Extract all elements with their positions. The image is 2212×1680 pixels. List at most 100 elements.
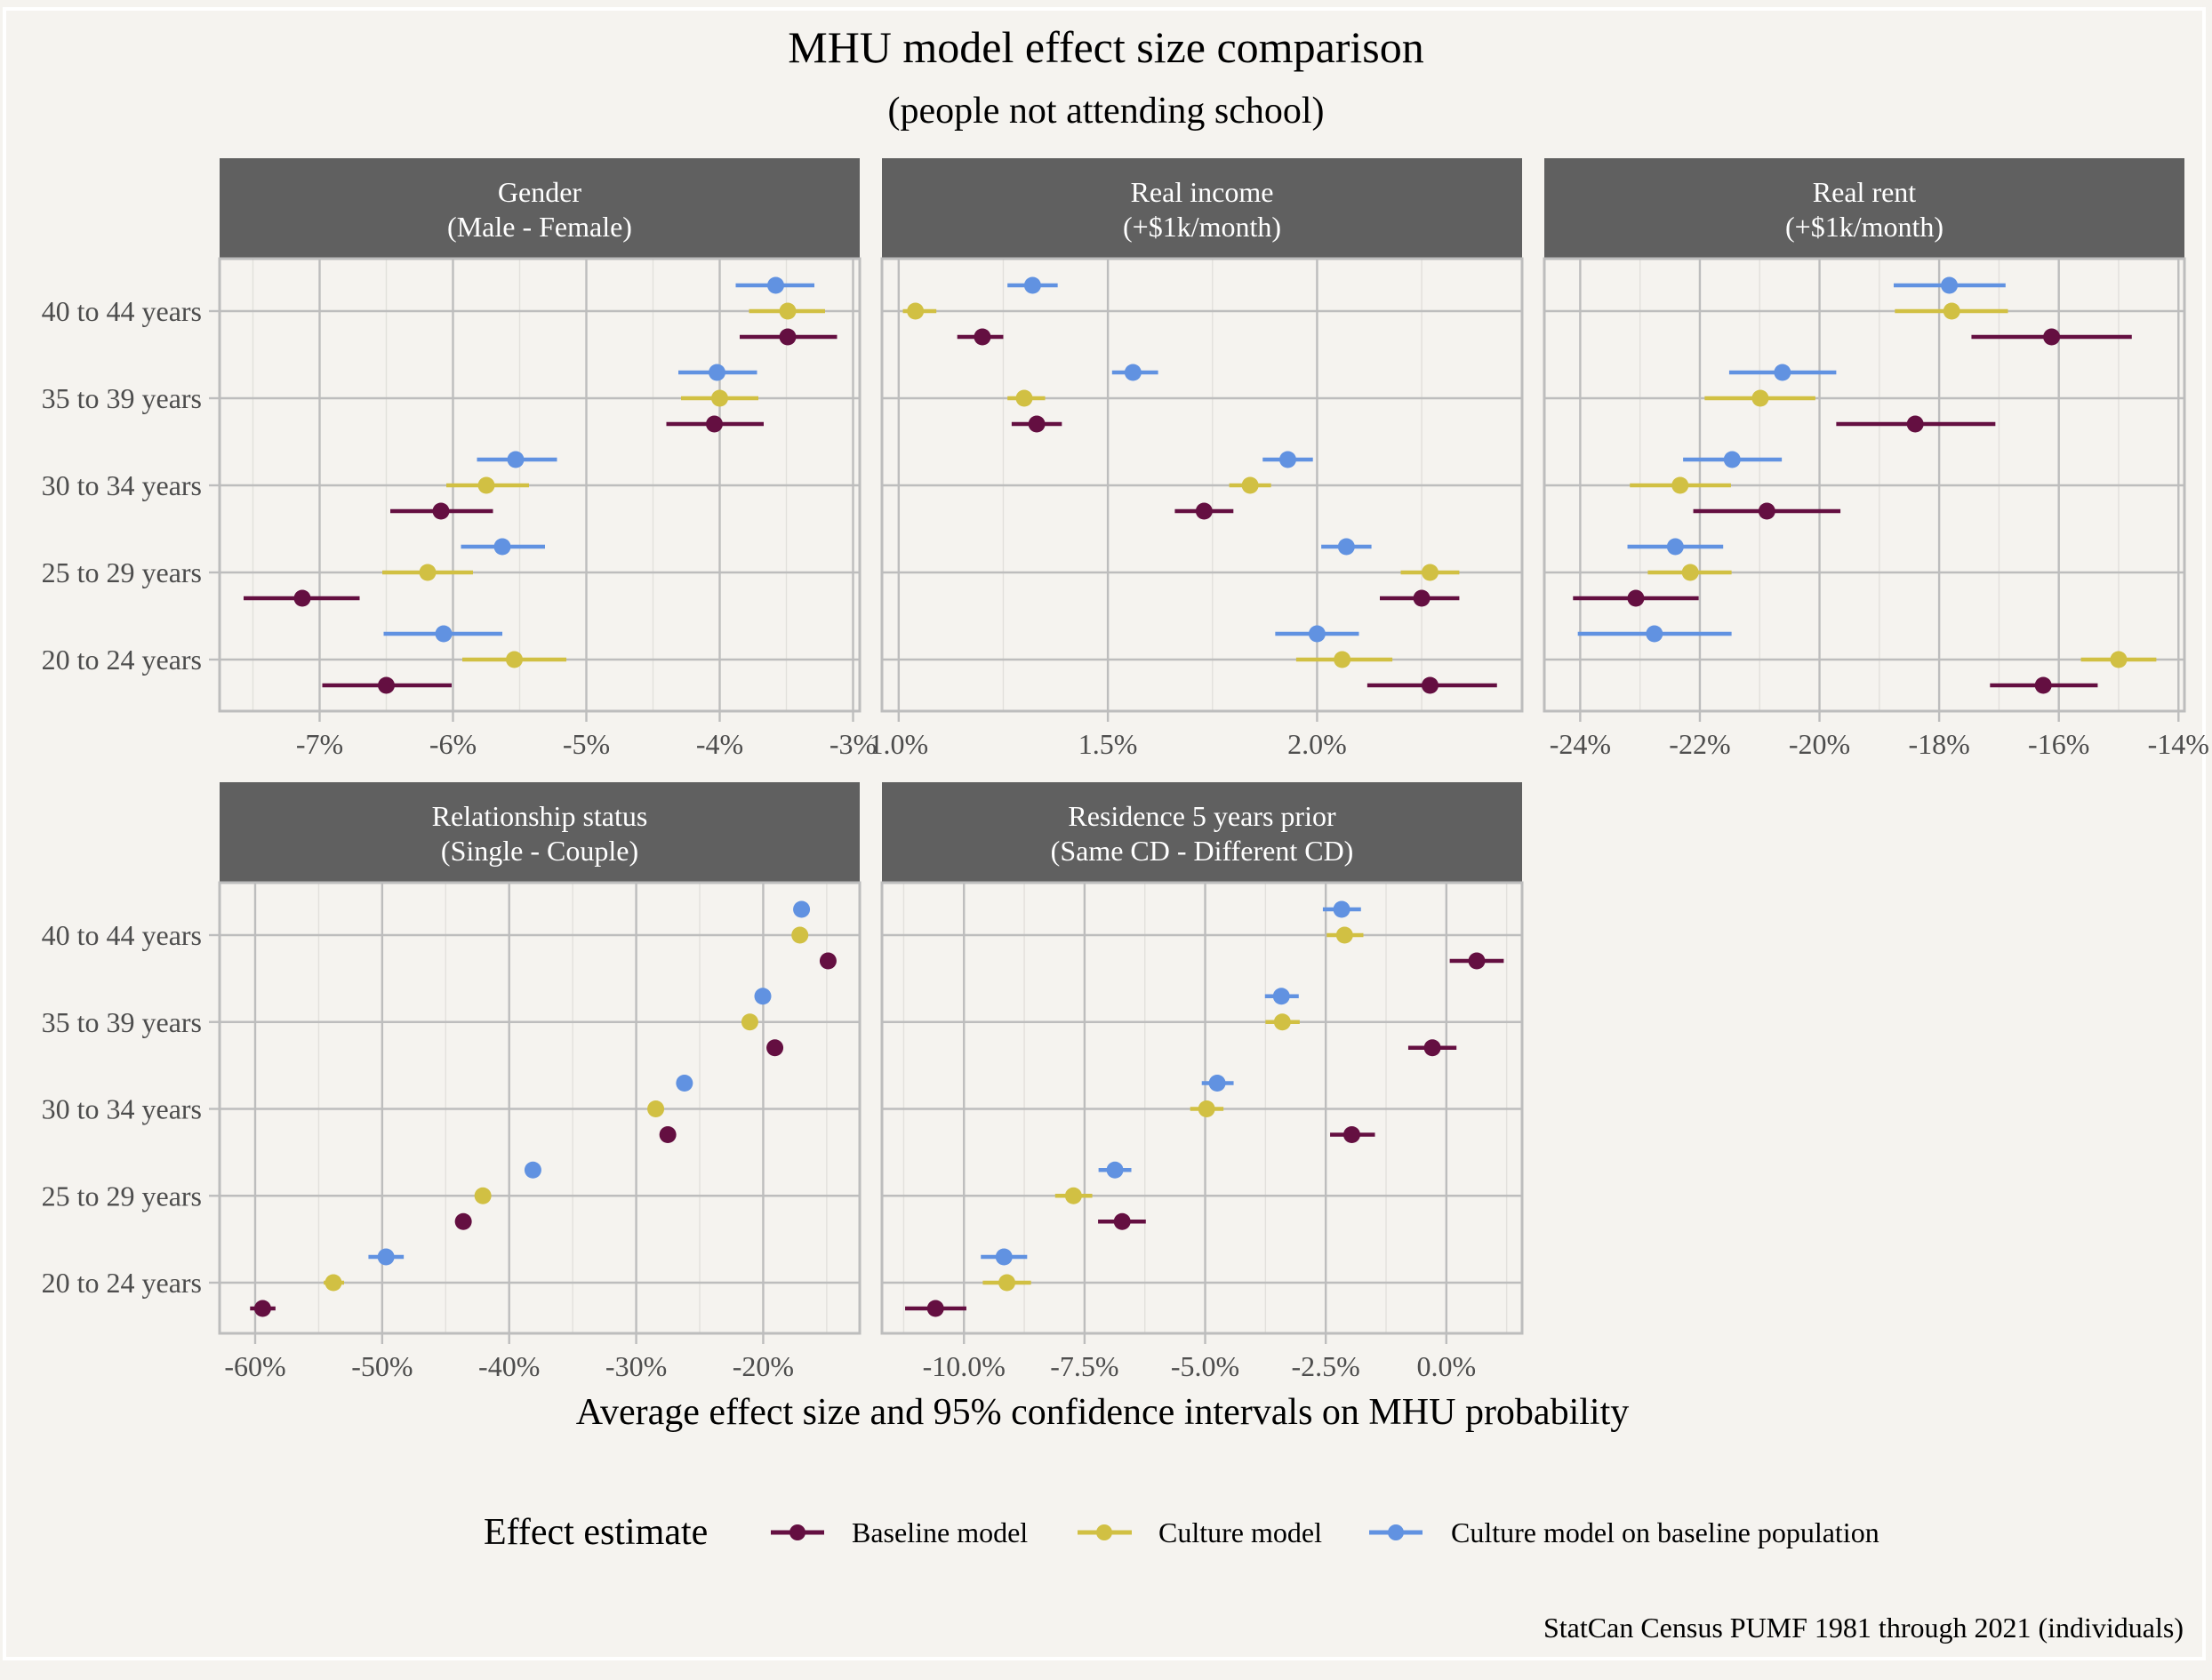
point-estimate — [1421, 676, 1439, 694]
facet-strip-subtitle: (+$1k/month) — [1785, 211, 1944, 243]
point-estimate — [711, 389, 728, 407]
facet-strip — [1544, 158, 2184, 259]
y-tick-label: 20 to 24 years — [42, 644, 202, 676]
point-estimate — [1334, 651, 1351, 668]
point-estimate — [1333, 900, 1350, 918]
chart-title: MHU model effect size comparison — [788, 22, 1424, 72]
point-estimate — [926, 1300, 944, 1317]
x-tick-label: -60% — [224, 1350, 285, 1382]
plot-area — [883, 884, 1521, 1332]
x-tick-label: -30% — [605, 1350, 667, 1382]
point-estimate — [1723, 451, 1741, 468]
panel-border — [880, 881, 1524, 1335]
point-estimate — [1666, 538, 1684, 556]
legend-item-culture-base: Culture model on baseline population — [1369, 1516, 1879, 1548]
series-baseline-model — [250, 952, 837, 1317]
point-estimate — [779, 328, 797, 346]
series-culture-model — [902, 302, 1460, 668]
point-estimate — [741, 1013, 758, 1031]
facet-strip-subtitle: (Male - Female) — [447, 211, 632, 243]
legend-title: Effect estimate — [484, 1512, 708, 1553]
y-axis: 40 to 44 years 35 to 39 years 30 to 34 yea… — [42, 919, 220, 1299]
series-culture-model — [1630, 302, 2157, 668]
y-tick-label: 30 to 34 years — [42, 1093, 202, 1125]
plot-area — [220, 260, 859, 710]
point-estimate — [1751, 389, 1769, 407]
x-tick-label: -22% — [1669, 728, 1730, 760]
point-estimate — [1335, 926, 1353, 944]
point-estimate — [1423, 1039, 1441, 1057]
x-tick-label: 1.0% — [869, 728, 928, 760]
point-estimate — [493, 538, 511, 556]
point-estimate — [819, 952, 837, 970]
point-estimate — [1342, 1126, 1360, 1143]
x-axis: -24% -22% -20% -18% -16% -14% — [1550, 711, 2209, 760]
point-estimate — [524, 1161, 541, 1179]
facet-strip-title: Gender — [498, 176, 582, 208]
point-estimate — [1272, 988, 1290, 1005]
point-estimate — [1337, 538, 1355, 556]
point-estimate — [767, 276, 784, 294]
point-estimate — [432, 502, 450, 520]
point-estimate — [1106, 1161, 1124, 1179]
facet-strip — [220, 782, 860, 883]
point-estimate — [1774, 364, 1791, 381]
series-culture-model — [382, 302, 825, 668]
x-tick-label: -14% — [2148, 728, 2209, 760]
facet-strip — [882, 158, 1522, 259]
x-tick-label: -50% — [351, 1350, 413, 1382]
point-estimate — [1113, 1212, 1131, 1230]
x-tick-label: 2.0% — [1287, 728, 1347, 760]
series-baseline-model — [1573, 328, 2132, 694]
series-baseline-model — [905, 952, 1504, 1317]
x-tick-label: -24% — [1550, 728, 1611, 760]
point-estimate — [709, 364, 725, 381]
legend-label-culture-base: Culture model on baseline population — [1451, 1516, 1879, 1548]
point-estimate — [419, 564, 437, 581]
point-estimate — [1906, 415, 1924, 433]
facet-strip-subtitle: (+$1k/month) — [1123, 211, 1281, 243]
point-estimate — [779, 302, 797, 320]
point-estimate — [1023, 276, 1041, 294]
plot-area — [1545, 260, 2184, 710]
point-estimate — [507, 451, 525, 468]
series-culture-model-on-baseline-population — [981, 900, 1361, 1266]
legend-label-culture: Culture model — [1158, 1516, 1322, 1548]
y-tick-label: 40 to 44 years — [42, 919, 202, 951]
point-estimate — [1671, 476, 1689, 494]
facet-gender: Gender(Male - Female) -7% -6% -5% -4% -3% 40 t… — [42, 158, 877, 760]
facet-strip — [220, 158, 860, 259]
series-baseline-model — [957, 328, 1497, 694]
legend-label-baseline: Baseline model — [852, 1516, 1028, 1548]
point-estimate — [995, 1248, 1013, 1266]
series-baseline-model — [244, 328, 838, 694]
plot-area — [883, 260, 1521, 710]
point-estimate — [325, 1274, 342, 1292]
point-estimate — [1028, 415, 1046, 433]
point-estimate — [293, 589, 311, 607]
facet-panels: Gender(Male - Female) -7% -6% -5% -4% -3% 40 t… — [42, 158, 2209, 1382]
point-estimate — [1758, 502, 1775, 520]
legend-item-baseline: Baseline model — [771, 1516, 1028, 1548]
x-tick-label: -6% — [429, 728, 477, 760]
point-estimate — [1124, 364, 1142, 381]
facet-strip-subtitle: (Single - Couple) — [441, 835, 638, 867]
point-estimate — [1198, 1100, 1215, 1117]
point-estimate — [998, 1274, 1016, 1292]
point-estimate — [1241, 476, 1259, 494]
point-estimate — [659, 1126, 677, 1143]
plot-outer-border — [3, 7, 2206, 1660]
point-estimate — [253, 1300, 271, 1317]
x-tick-label: -40% — [478, 1350, 540, 1382]
point-estimate — [378, 676, 395, 694]
facet-strip-title: Real income — [1131, 176, 1274, 208]
caption: StatCan Census PUMF 1981 through 2021 (i… — [1543, 1612, 2184, 1644]
facet-real-rent: Real rent(+$1k/month) -24% -22% -20% -18% -16… — [1543, 158, 2209, 760]
x-axis-title: Average effect size and 95% confidence i… — [576, 1392, 1630, 1433]
point-estimate — [791, 926, 809, 944]
series-culture-model — [982, 926, 1364, 1292]
point-estimate — [435, 625, 453, 643]
x-tick-label: -20% — [733, 1350, 794, 1382]
y-tick-label: 25 to 29 years — [42, 1180, 202, 1212]
